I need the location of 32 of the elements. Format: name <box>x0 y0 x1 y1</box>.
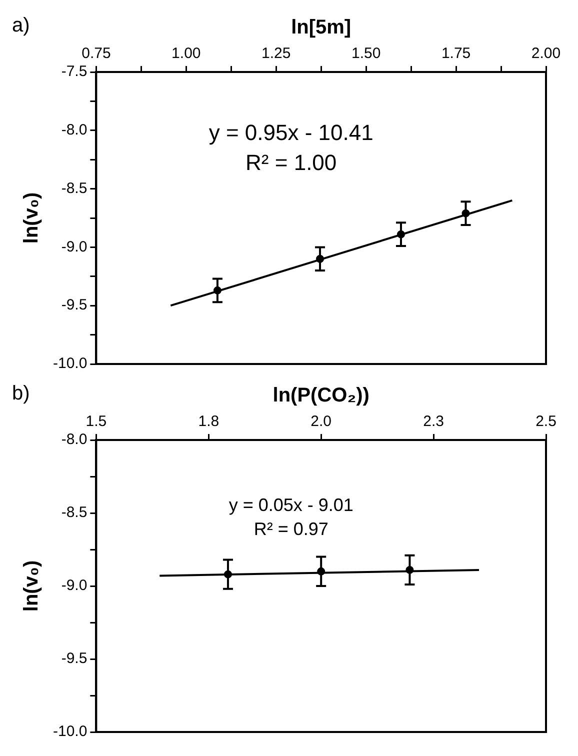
x-tick-label: 2.3 <box>423 413 444 430</box>
x-axis-title: ln(P(CO₂)) <box>272 384 370 407</box>
annotation: R² = 1.00 <box>246 150 337 176</box>
y-tick-label: -8.0 <box>61 122 88 139</box>
x-tick-label: 1.5 <box>86 413 107 430</box>
x-tick-label: 2.00 <box>531 45 561 62</box>
x-tick-label: 1.8 <box>198 413 220 430</box>
y-tick-label: -7.5 <box>61 63 88 80</box>
x-tick-label: 1.50 <box>351 45 381 62</box>
chart-title: b) <box>12 382 30 405</box>
x-tick-label: 1.25 <box>262 45 291 62</box>
y-tick-label: -8.5 <box>61 180 88 197</box>
y-axis-title: ln(v₀) <box>20 560 43 612</box>
y-tick-label: -10.0 <box>52 723 88 740</box>
y-tick-label: -9.5 <box>61 650 88 668</box>
y-tick-label: -8.5 <box>61 504 88 522</box>
y-tick-label: -9.0 <box>61 238 88 256</box>
y-tick-label: -8.0 <box>61 431 88 448</box>
annotation: y = 0.05x - 9.01 <box>228 494 354 515</box>
annotation: R² = 0.97 <box>254 518 328 539</box>
y-axis-title: ln(v₀) <box>20 192 43 244</box>
y-tick-label: -9.5 <box>61 296 88 314</box>
y-tick-label: -10.0 <box>52 355 88 372</box>
x-tick-label: 0.75 <box>82 45 111 62</box>
x-axis-title: ln[5m] <box>291 16 352 39</box>
x-tick-label: 2.0 <box>310 413 332 430</box>
y-tick-label: -9.0 <box>61 577 88 594</box>
x-tick-label: 1.00 <box>172 45 201 62</box>
chart-title: a) <box>12 14 30 37</box>
x-tick-label: 2.5 <box>536 413 556 430</box>
x-tick-label: 1.75 <box>441 45 471 62</box>
annotation: y = 0.95x - 10.41 <box>208 120 374 146</box>
